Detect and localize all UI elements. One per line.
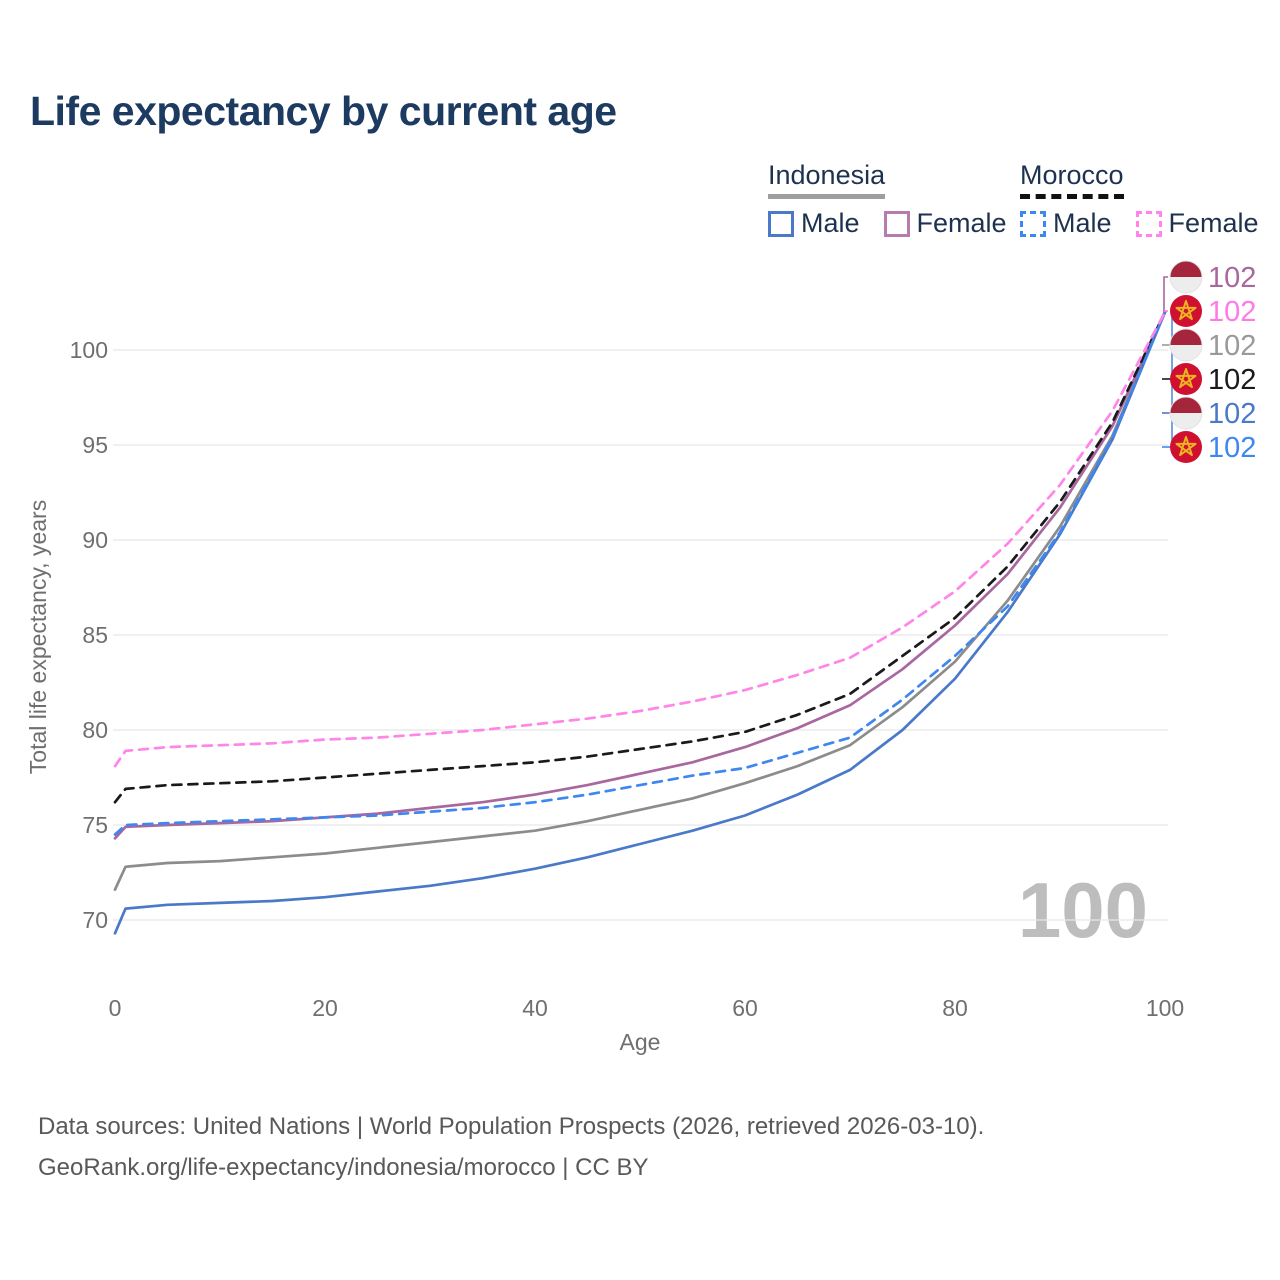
legend: Indonesia Male Female Morocco Male	[0, 160, 1280, 240]
indonesia-flag-icon	[1170, 329, 1202, 345]
y-tick-label: 70	[82, 907, 108, 933]
legend-group-morocco: Morocco Male Female	[1020, 160, 1259, 239]
morocco-star-icon	[1175, 300, 1197, 321]
series-line-indonesia-both-sexes[interactable]	[113, 310, 1167, 891]
indonesia-male-swatch-icon	[768, 210, 794, 237]
x-axis-title: Age	[620, 1029, 661, 1055]
morocco-flag-icon	[1170, 363, 1202, 395]
series-line-morocco-both-sexes[interactable]	[113, 310, 1167, 804]
x-tick-label: 40	[522, 995, 548, 1021]
legend-item-label: Male	[801, 208, 860, 238]
indonesia-flag-icon	[1170, 261, 1202, 277]
series-line-morocco-female[interactable]	[113, 310, 1167, 768]
y-tick-label: 100	[70, 337, 108, 363]
label-connector-indonesia-female	[1163, 276, 1168, 313]
footer-sources: Data sources: United Nations | World Pop…	[38, 1113, 985, 1140]
legend-item-indonesia-female[interactable]: Female	[883, 208, 1007, 239]
footer-attribution: GeoRank.org/life-expectancy/indonesia/mo…	[38, 1154, 649, 1181]
morocco-star-icon	[1175, 436, 1197, 457]
series-line-indonesia-male[interactable]	[113, 310, 1167, 935]
x-tick-label: 0	[109, 995, 122, 1021]
legend-group-indonesia: Indonesia Male Female	[768, 160, 1007, 239]
legend-items-morocco: Male Female	[1020, 208, 1259, 239]
indonesia-flag-icon	[1170, 277, 1202, 293]
series-line-morocco-male[interactable]	[113, 310, 1167, 836]
indonesia-flag-icon	[1170, 413, 1202, 429]
legend-item-label: Male	[1053, 208, 1112, 238]
end-value-label-morocco-both-sexes: 102	[1208, 364, 1256, 396]
morocco-flag-icon	[1170, 295, 1202, 327]
indonesia-flag-icon	[1169, 328, 1203, 362]
indonesia-female-swatch-icon	[883, 210, 910, 237]
x-tick-label: 20	[312, 995, 338, 1021]
y-tick-label: 85	[82, 622, 108, 648]
chart-title: Life expectancy by current age	[30, 88, 617, 134]
x-tick-label: 60	[732, 995, 758, 1021]
footer: Data sources: United Nations | World Pop…	[38, 1106, 984, 1188]
legend-item-label: Female	[1168, 208, 1259, 238]
end-value-label-morocco-female: 102	[1208, 296, 1256, 328]
indonesia-flag-icon	[1169, 396, 1203, 430]
y-tick-label: 90	[82, 527, 108, 553]
indonesia-flag-icon	[1169, 260, 1203, 294]
indonesia-flag-icon	[1170, 345, 1202, 361]
legend-group-title-morocco: Morocco	[1020, 160, 1124, 199]
legend-item-morocco-male[interactable]: Male	[1020, 208, 1112, 239]
legend-items-indonesia: Male Female	[768, 208, 1007, 239]
end-value-label-indonesia-male: 102	[1208, 398, 1256, 430]
end-value-label-indonesia-both-sexes: 102	[1208, 330, 1256, 362]
legend-item-morocco-female[interactable]: Female	[1135, 208, 1259, 239]
end-value-label-morocco-male: 102	[1208, 432, 1256, 464]
y-tick-label: 95	[82, 432, 108, 458]
indonesia-flag-icon	[1170, 397, 1202, 413]
age-watermark: 100	[1018, 866, 1148, 954]
series-line-indonesia-female[interactable]	[113, 310, 1167, 840]
y-tick-label: 75	[82, 812, 108, 838]
morocco-male-swatch-icon	[1020, 210, 1046, 237]
y-axis-title: Total life expectancy, years	[25, 500, 51, 774]
legend-group-title-indonesia: Indonesia	[768, 160, 886, 199]
end-value-label-indonesia-female: 102	[1208, 262, 1256, 294]
x-tick-label: 80	[942, 995, 968, 1021]
x-tick-label: 100	[1146, 995, 1184, 1021]
morocco-flag-icon	[1170, 431, 1202, 463]
morocco-female-swatch-icon	[1135, 210, 1162, 237]
legend-item-indonesia-male[interactable]: Male	[768, 208, 860, 239]
legend-item-label: Female	[916, 208, 1007, 238]
morocco-star-icon	[1175, 368, 1197, 389]
y-tick-label: 80	[82, 717, 108, 743]
